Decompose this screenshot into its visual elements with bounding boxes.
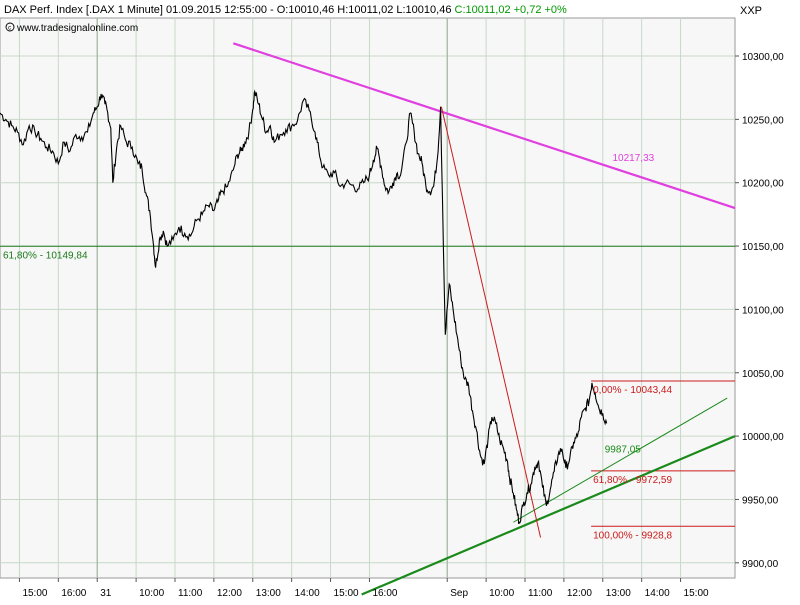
y-tick-label: 10150,00 <box>742 242 784 253</box>
website-label: www.tradesignalonline.com <box>16 23 138 34</box>
y-tick-label: 9950,00 <box>742 495 779 506</box>
y-tick-label: 10250,00 <box>742 115 784 126</box>
resistance-trendline-label: 10217,33 <box>613 153 655 164</box>
x-tick-label: Sep <box>450 588 468 599</box>
fib-level-label: 100,00% - 9928,8 <box>593 530 672 541</box>
price-series-line <box>0 89 608 525</box>
x-tick-label: 11:00 <box>178 588 203 599</box>
x-tick-label: 13:00 <box>256 588 281 599</box>
header-title: DAX Perf. Index [.DAX 1 Minute] 01.09.20… <box>4 4 277 16</box>
y-tick-label: 10000,00 <box>742 432 784 443</box>
copyright-icon: c <box>5 22 15 32</box>
x-tick-label: 16:00 <box>372 588 397 599</box>
x-tick-label: 16:00 <box>61 588 86 599</box>
fib-swing-line <box>440 106 542 538</box>
level-label-61-8: 61,80% - 10149,84 <box>3 250 88 261</box>
fib-level-label: 0,00% - 10043,44 <box>593 385 672 396</box>
x-tick-label: 10:00 <box>489 588 514 599</box>
header-change: C:10011,02 +0,72 +0% <box>455 4 568 16</box>
resistance-trendline <box>232 42 736 210</box>
chart-header: DAX Perf. Index [.DAX 1 Minute] 01.09.20… <box>4 4 567 16</box>
x-tick-label: 12:00 <box>217 588 242 599</box>
trend-lines <box>232 42 736 596</box>
x-tick-label: 12:00 <box>567 588 592 599</box>
day-separators <box>96 18 448 578</box>
x-tick-label: 15:00 <box>22 588 47 599</box>
website-link[interactable]: c www.tradesignalonline.com <box>5 22 138 34</box>
support-trendline <box>361 435 736 596</box>
y-tick-label: 10300,00 <box>742 52 784 63</box>
y-tick-label: 9900,00 <box>742 559 779 570</box>
y-tick-label: 10050,00 <box>742 369 784 380</box>
x-tick-label: 14:00 <box>645 588 670 599</box>
x-tick-label: 31 <box>100 588 112 599</box>
support-trendline-thin <box>513 397 728 523</box>
fib-level-label: 61,80% - 9972,59 <box>593 475 672 486</box>
x-tick-label: 10:00 <box>139 588 164 599</box>
x-tick-label: 14:00 <box>295 588 320 599</box>
horizontal-levels <box>0 245 735 527</box>
header-ohlc: O:10010,46 H:10011,02 L:10010,46 <box>277 4 455 16</box>
x-tick-label: 11:00 <box>528 588 553 599</box>
line-labels: 61,80% - 10149,84 0,00% - 10043,44 61,80% … <box>3 153 672 541</box>
y-tick-label: 10100,00 <box>742 305 784 316</box>
x-tick-label: 15:00 <box>684 588 709 599</box>
x-axis: 15:00 16:00 31 10:00 11:00 12:00 13:00 14:00 15:… <box>18 578 709 599</box>
y-tick-label: 10200,00 <box>742 179 784 190</box>
x-tick-label: 15:00 <box>334 588 359 599</box>
x-tick-label: 13:00 <box>606 588 631 599</box>
axis-label: XXP <box>740 5 762 17</box>
plot-area[interactable] <box>0 17 736 579</box>
y-axis: 10300,00 10250,00 10200,00 10150,00 10100,00… <box>735 52 784 570</box>
svg-text:c: c <box>8 26 11 32</box>
support-trendline-thin-label: 9987,05 <box>605 445 642 456</box>
